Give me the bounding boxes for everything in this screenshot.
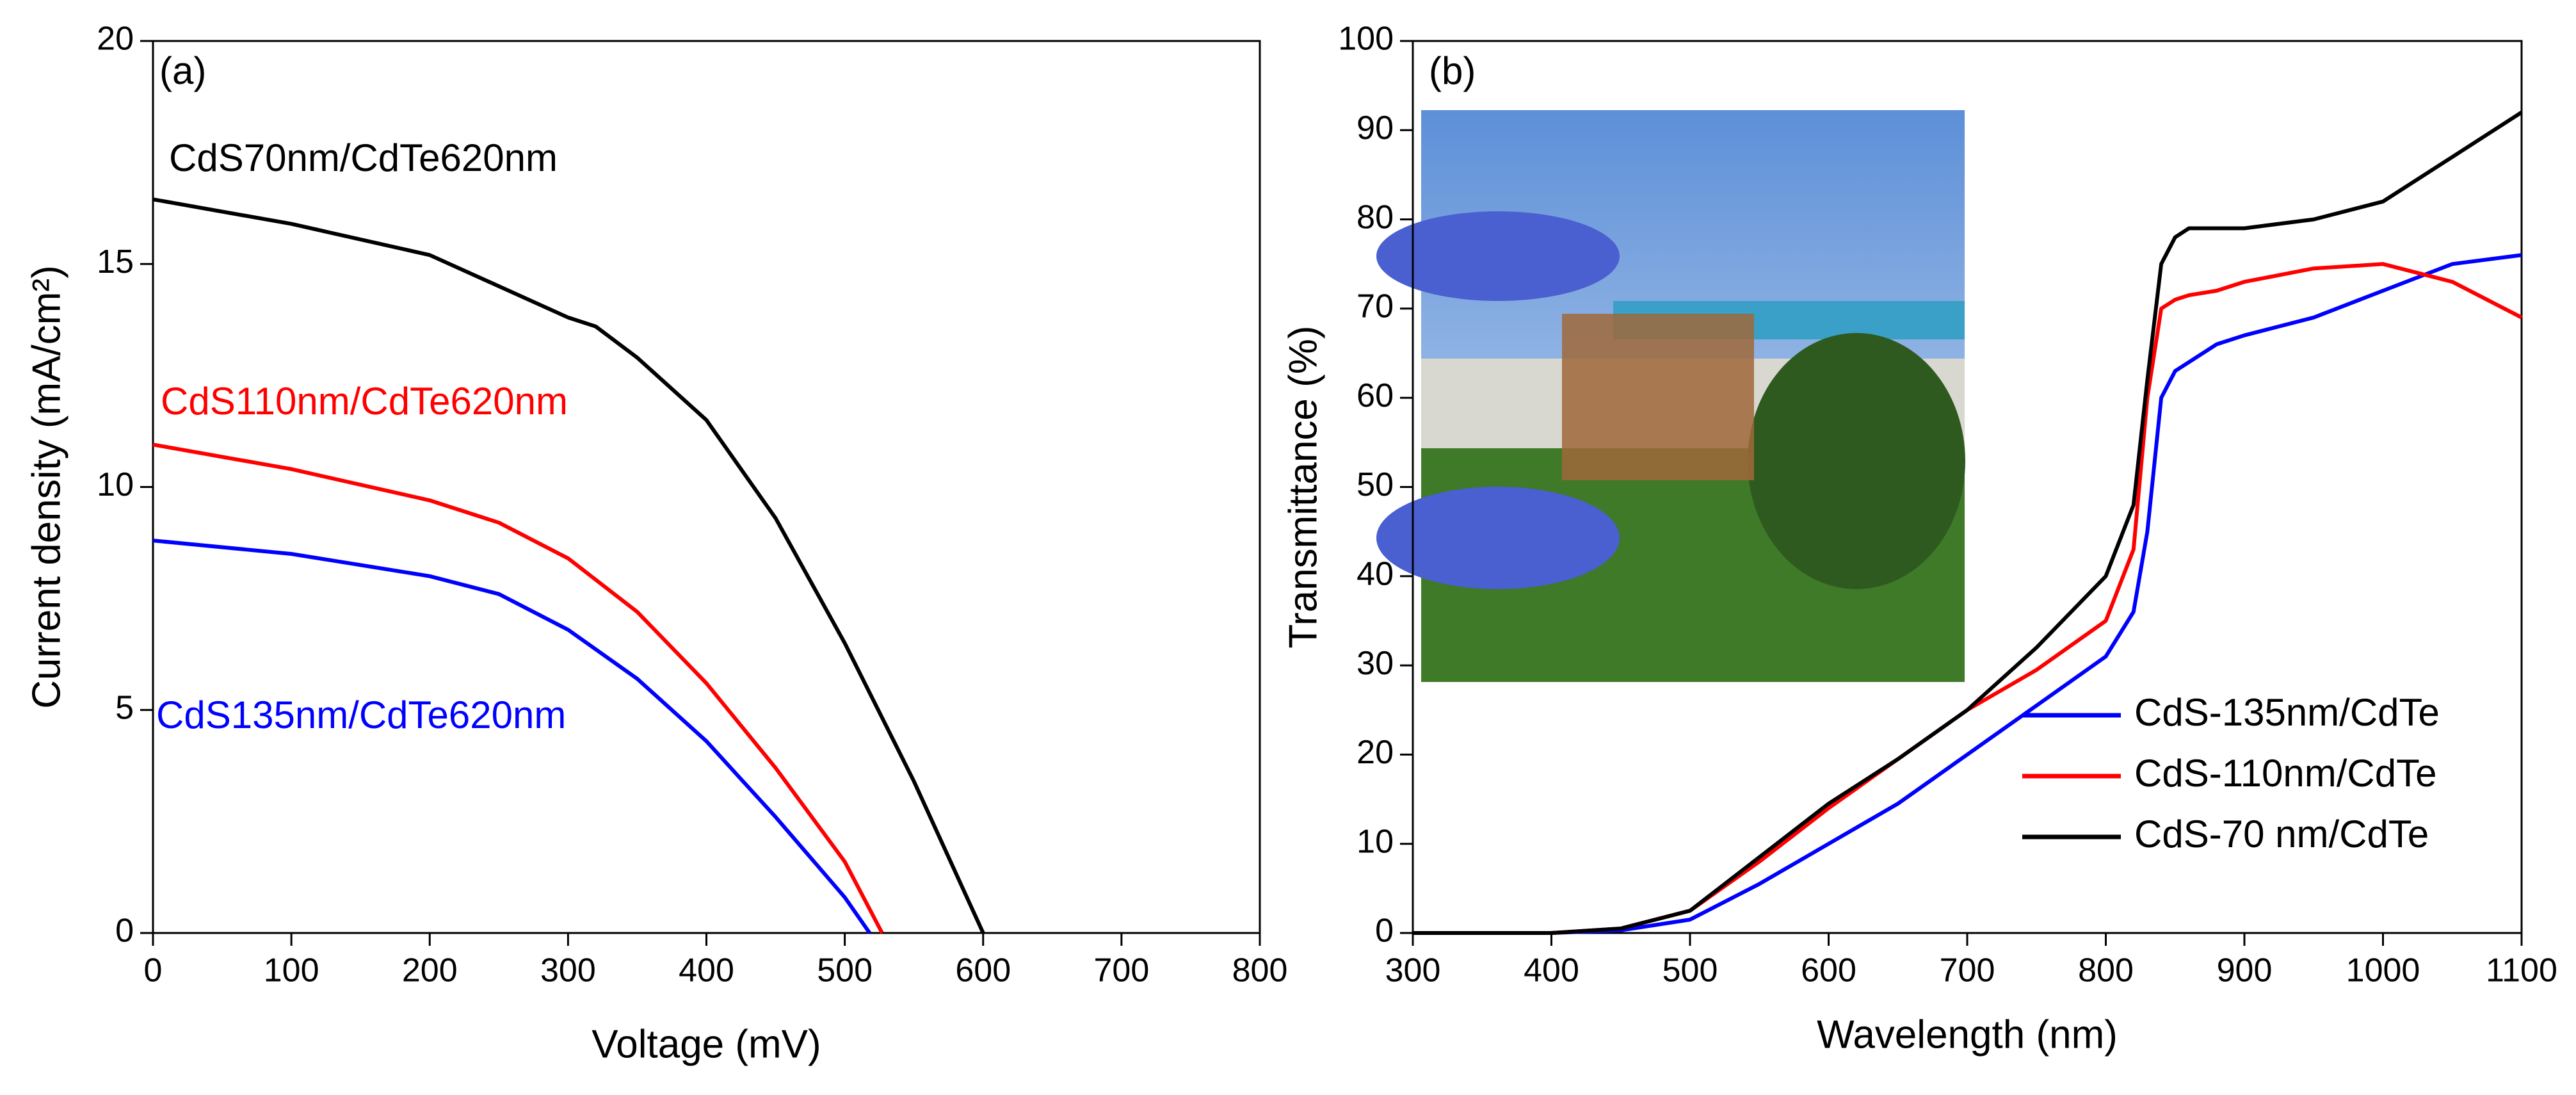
legend-label: CdS-135nm/CdTe xyxy=(2134,691,2440,734)
x-tick-label: 500 xyxy=(1662,952,1718,989)
data-line xyxy=(152,539,871,934)
x-tick-label: 1000 xyxy=(2346,952,2420,989)
y-tick-label: 10 xyxy=(97,466,134,503)
y-tick-label: 20 xyxy=(1356,734,1394,771)
y-tick-label: 90 xyxy=(1356,110,1394,147)
y-tick-label: 100 xyxy=(1338,20,1394,58)
series-label: CdS110nm/CdTe620nm xyxy=(161,380,568,423)
panel-label: (b) xyxy=(1429,49,1476,92)
y-tick-label: 30 xyxy=(1356,645,1394,682)
x-tick-label: 500 xyxy=(817,952,873,989)
x-tick-label: 400 xyxy=(1524,952,1579,989)
x-tick-label: 300 xyxy=(540,952,596,989)
panel-label: (a) xyxy=(159,49,206,92)
x-tick-label: 700 xyxy=(1093,952,1149,989)
y-tick-label: 0 xyxy=(1375,912,1394,950)
data-line xyxy=(1413,110,2523,935)
x-tick-label: 400 xyxy=(679,952,734,989)
y-tick-label: 50 xyxy=(1356,466,1394,503)
legend-label: CdS-70 nm/CdTe xyxy=(2134,813,2429,856)
x-axis-label: Voltage (mV) xyxy=(592,1022,821,1066)
y-axis-label: Current density (mA/cm²) xyxy=(24,265,68,708)
x-tick-label: 1100 xyxy=(2486,952,2557,989)
y-tick-label: 5 xyxy=(115,689,134,726)
x-tick-label: 900 xyxy=(2217,952,2273,989)
y-axis-label: Transmittance (%) xyxy=(1281,325,1325,648)
series-label: CdS70nm/CdTe620nm xyxy=(169,136,558,179)
x-axis-label: Wavelength (nm) xyxy=(1817,1012,2118,1057)
x-tick-label: 200 xyxy=(402,952,458,989)
x-tick-label: 800 xyxy=(2078,952,2134,989)
x-tick-label: 600 xyxy=(1801,952,1856,989)
data-line xyxy=(1413,253,2522,935)
x-tick-label: 600 xyxy=(955,952,1011,989)
y-tick-label: 15 xyxy=(97,243,134,280)
series-label: CdS135nm/CdTe620nm xyxy=(156,694,566,736)
y-tick-label: 0 xyxy=(115,912,134,950)
data-line xyxy=(152,442,884,934)
x-tick-label: 100 xyxy=(264,952,319,989)
x-tick-label: 300 xyxy=(1385,952,1441,989)
x-tick-label: 700 xyxy=(1940,952,1995,989)
legend-label: CdS-110nm/CdTe xyxy=(2134,752,2436,795)
y-tick-label: 20 xyxy=(97,20,134,58)
data-line xyxy=(152,197,985,934)
x-tick-label: 800 xyxy=(1232,952,1288,989)
inset-photo xyxy=(1376,110,1965,682)
y-tick-label: 10 xyxy=(1356,823,1394,860)
y-tick-label: 40 xyxy=(1356,556,1394,593)
y-tick-label: 80 xyxy=(1356,199,1394,236)
x-tick-label: 0 xyxy=(144,952,163,989)
y-tick-label: 70 xyxy=(1356,288,1394,325)
y-tick-label: 60 xyxy=(1356,377,1394,414)
